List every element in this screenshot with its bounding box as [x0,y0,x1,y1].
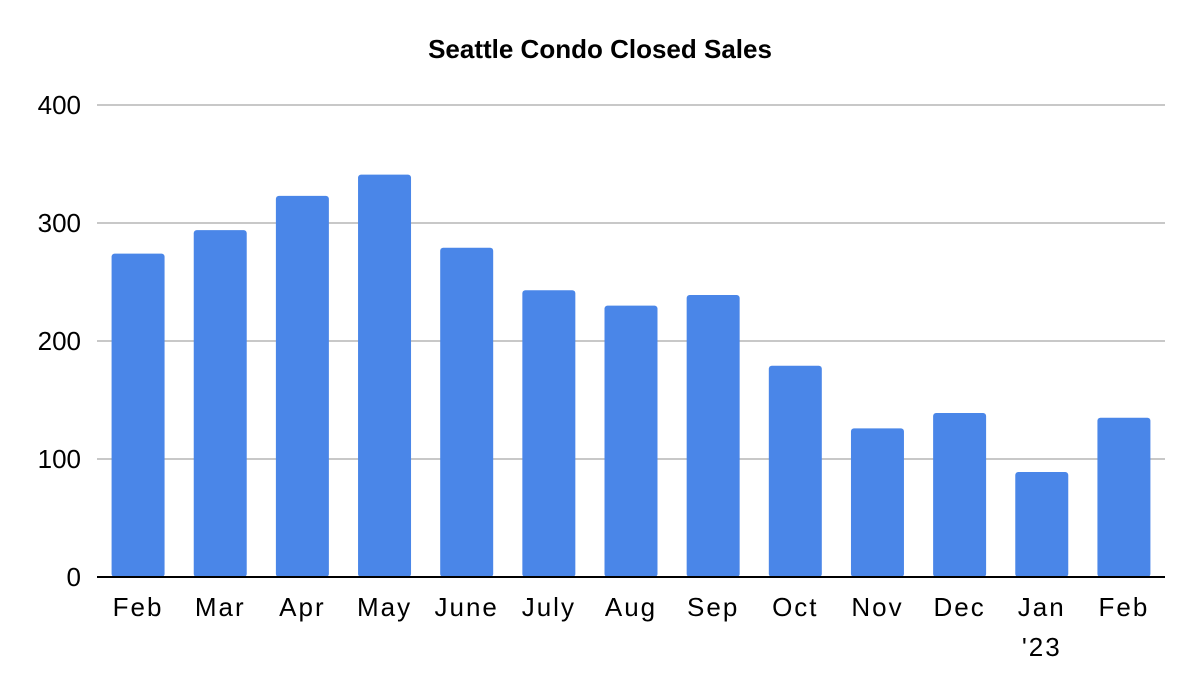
x-tick-label: Apr [279,592,325,622]
y-tick-label: 400 [38,90,81,120]
y-tick-label: 100 [38,444,81,474]
x-tick-label: July [522,592,576,622]
x-tick-label: May [357,592,412,622]
x-tick-label: Feb [113,592,164,622]
x-tick-label: Dec [933,592,985,622]
bar [686,294,740,577]
bar [111,253,165,577]
bar [358,174,412,577]
bar [440,247,494,577]
bar [604,305,658,577]
x-tick-label: Aug [605,592,657,622]
x-tick-label: Mar [195,592,246,622]
chart-title: Seattle Condo Closed Sales [428,34,772,64]
x-tick-label: Oct [772,592,818,622]
y-tick-label: 300 [38,208,81,238]
bar [522,290,576,577]
bar [850,428,904,577]
bar [275,195,329,578]
y-tick-label: 0 [67,562,81,592]
bar [1097,417,1151,577]
bar [193,230,247,577]
bar [933,412,987,577]
bar [768,365,822,577]
x-tick-label: Jan '23 [1018,592,1066,662]
x-tick-label: June [434,592,498,622]
x-tick-label: Feb [1099,592,1150,622]
x-tick-label: Nov [851,592,903,622]
x-tick-label: Sep [687,592,739,622]
bar [1015,471,1069,577]
y-tick-label: 200 [38,326,81,356]
